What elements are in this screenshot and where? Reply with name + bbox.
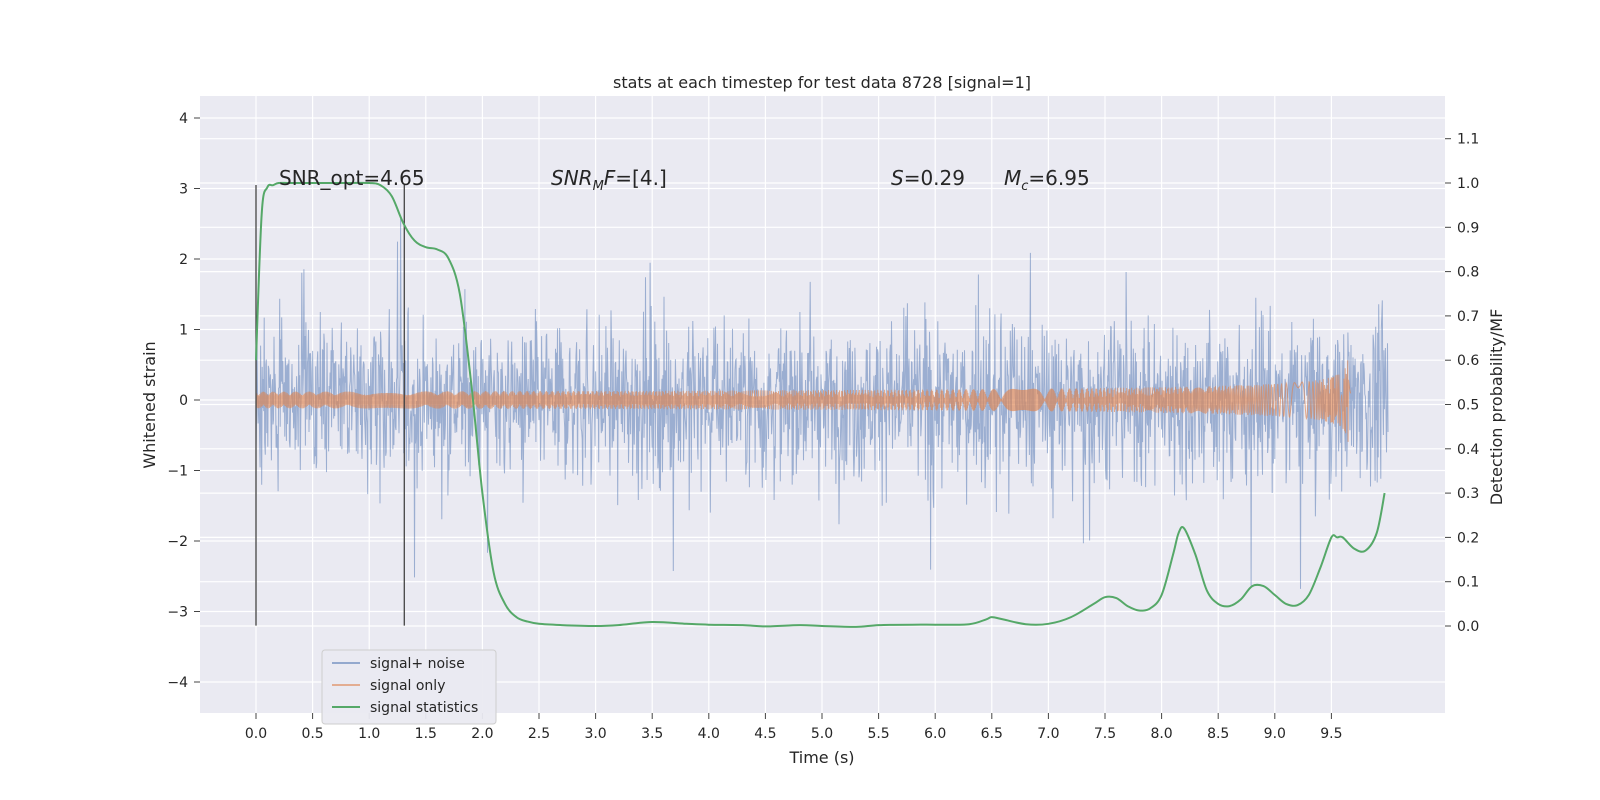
annotation-s: S=0.29 <box>891 166 965 190</box>
annotation-snr-opt: SNR_opt=4.65 <box>279 166 425 190</box>
x-tick-label: 3.0 <box>584 726 606 742</box>
legend-label-signal-plus-noise: signal+ noise <box>370 656 465 672</box>
y-right-tick-label: 0.5 <box>1457 398 1479 414</box>
y-axis-right-ticks: 1.1 1.0 0.9 0.8 0.7 0.6 0.5 0.4 0.3 0.2 0.1 0.0 <box>1445 132 1479 635</box>
x-axis-ticks: 0.0 0.5 1.0 1.5 2.0 2.5 3.0 3.5 4.0 4.5 5.0 5.5 6.0 6… <box>245 713 1343 742</box>
vertical-marker-lines <box>255 184 405 626</box>
y-left-tick-label: −4 <box>167 675 188 691</box>
y-right-tick-label: 1.1 <box>1457 132 1479 148</box>
x-tick-label: 2.5 <box>528 726 550 742</box>
x-tick-label: 4.5 <box>754 726 776 742</box>
x-tick-label: 6.0 <box>924 726 946 742</box>
y-left-tick-label: −2 <box>167 534 188 550</box>
series-signal-only <box>255 360 1352 442</box>
y-right-tick-label: 0.6 <box>1457 353 1479 369</box>
y-axis-left-ticks: 4 3 2 1 0 −1 −2 −3 −4 <box>167 111 200 691</box>
statistics-trace <box>255 181 1386 628</box>
y-left-tick-label: −1 <box>167 464 188 480</box>
x-axis-title: Time (s) <box>788 748 854 767</box>
y-left-tick-label: 2 <box>179 252 188 268</box>
series-signal-statistics <box>255 181 1386 628</box>
x-tick-label: 4.0 <box>698 726 720 742</box>
x-tick-label: 0.5 <box>301 726 323 742</box>
y-right-tick-label: 0.1 <box>1457 575 1479 591</box>
x-tick-label: 3.5 <box>641 726 663 742</box>
legend-label-signal-only: signal only <box>370 678 445 694</box>
x-tick-label: 0.0 <box>245 726 267 742</box>
y-right-tick-label: 1.0 <box>1457 176 1479 192</box>
x-tick-label: 6.5 <box>981 726 1003 742</box>
x-tick-label: 8.5 <box>1207 726 1229 742</box>
x-tick-label: 5.0 <box>811 726 833 742</box>
x-tick-label: 9.0 <box>1264 726 1286 742</box>
x-tick-label: 9.5 <box>1320 726 1342 742</box>
x-tick-label: 2.0 <box>471 726 493 742</box>
y-left-tick-label: 0 <box>179 393 188 409</box>
y-right-tick-label: 0.9 <box>1457 220 1479 236</box>
x-tick-label: 7.5 <box>1094 726 1116 742</box>
y-right-tick-label: 0.2 <box>1457 530 1479 546</box>
y-axis-left-title: Whitened strain <box>140 341 159 468</box>
annotation-snr-mf: SNRMF=[4.] <box>551 166 667 194</box>
annotation-mc: Mc=6.95 <box>1004 166 1090 194</box>
signal-trace <box>255 360 1352 442</box>
x-tick-label: 8.0 <box>1150 726 1172 742</box>
x-tick-label: 5.5 <box>867 726 889 742</box>
legend-label-signal-statistics: signal statistics <box>370 700 478 716</box>
y-axis-right-title: Detection probability/MF <box>1487 309 1506 506</box>
legend: signal+ noise signal only signal statist… <box>321 649 497 725</box>
y-left-tick-label: −3 <box>167 605 188 621</box>
y-right-tick-label: 0.7 <box>1457 309 1479 325</box>
chart-title: stats at each timestep for test data 872… <box>613 73 1031 92</box>
y-left-tick-label: 4 <box>179 111 188 127</box>
y-left-tick-label: 3 <box>179 182 188 198</box>
y-right-tick-label: 0.8 <box>1457 265 1479 281</box>
legend-box <box>321 649 497 725</box>
x-tick-label: 7.0 <box>1037 726 1059 742</box>
y-right-tick-label: 0.0 <box>1457 619 1479 635</box>
x-tick-label: 1.0 <box>358 726 380 742</box>
x-tick-label: 1.5 <box>415 726 437 742</box>
y-left-tick-label: 1 <box>179 323 188 339</box>
y-right-tick-label: 0.3 <box>1457 486 1479 502</box>
y-right-tick-label: 0.4 <box>1457 442 1479 458</box>
